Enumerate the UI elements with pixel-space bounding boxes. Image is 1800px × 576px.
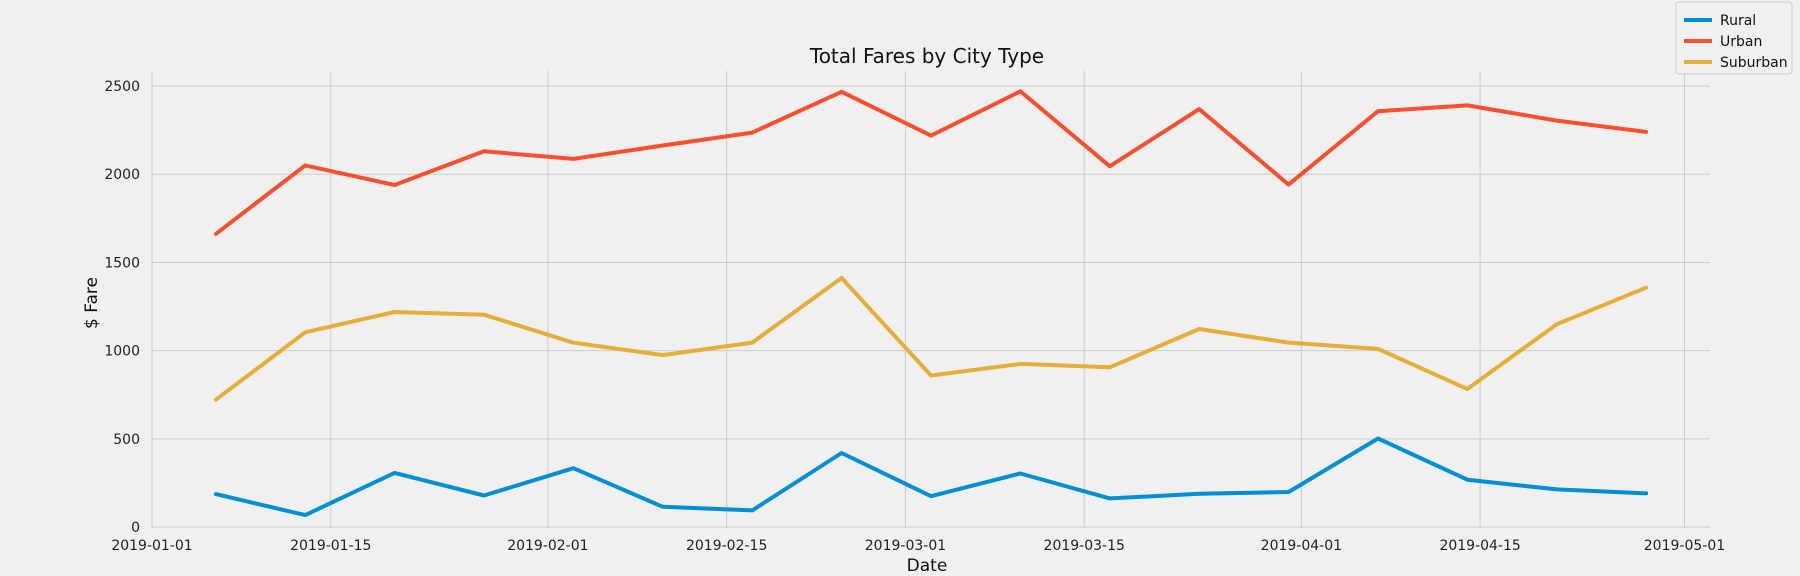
chart-title: Total Fares by City Type [809,44,1044,68]
x-tick-label: 2019-03-01 [865,538,946,554]
y-tick-label: 2000 [104,167,140,183]
y-tick-label: 0 [131,520,140,536]
x-tick-label: 2019-01-01 [111,538,192,554]
legend-items: Rural Urban Suburban [1684,13,1788,71]
y-tick-label: 1000 [104,344,140,360]
x-axis-title: Date [907,556,948,576]
series-lines [213,89,1649,518]
x-tick-label: 2019-03-15 [1044,538,1125,554]
y-axis-title: $ Fare [82,277,102,329]
legend-label-rural: Rural [1720,13,1756,29]
y-tick-label: 500 [113,432,140,448]
legend: Rural Urban Suburban [1675,1,1793,75]
x-tick-label: 2019-05-01 [1644,538,1725,554]
y-tick-label: 1500 [104,255,140,271]
legend-label-urban: Urban [1720,34,1762,50]
y-axis-ticks: 0 500 1000 1500 2000 2500 [104,79,140,536]
x-tick-label: 2019-04-01 [1261,538,1342,554]
y-tick-label: 2500 [104,79,140,95]
legend-label-suburban: Suburban [1720,55,1788,71]
series-line-urban [213,89,1649,236]
x-tick-label: 2019-04-15 [1439,538,1520,554]
series-line-suburban [213,276,1649,402]
x-tick-label: 2019-01-15 [290,538,371,554]
gridlines [151,71,1710,528]
series-line-rural [213,436,1649,518]
x-tick-label: 2019-02-01 [507,538,588,554]
x-tick-label: 2019-02-15 [686,538,767,554]
x-axis-ticks: 2019-01-01 2019-01-15 2019-02-01 2019-02-15… [111,538,1725,554]
